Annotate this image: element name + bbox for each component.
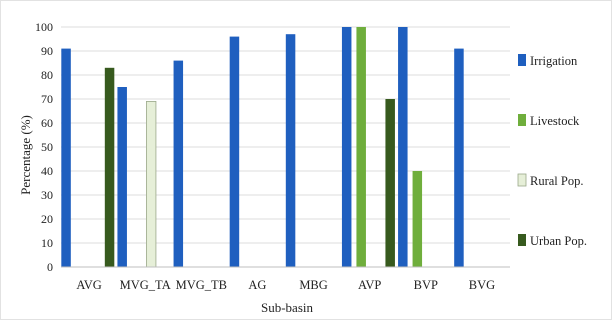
x-tick-label: BVP — [414, 278, 438, 292]
bar-irrigation-ag — [229, 36, 240, 267]
legend-swatch — [517, 173, 527, 187]
y-tick-label: 0 — [47, 260, 53, 274]
bar-irrigation-bvp — [398, 27, 408, 267]
x-axis-title: Sub-basin — [261, 300, 314, 315]
y-tick-label: 50 — [41, 140, 53, 154]
bar-livestock-bvp — [412, 171, 423, 267]
x-tick-label: AVG — [76, 278, 101, 292]
x-tick-label: BVG — [469, 278, 495, 292]
legend-label: Rural Pop. — [530, 174, 583, 188]
bar-urban-pop-avg — [104, 67, 115, 267]
legend-swatch — [518, 54, 526, 66]
bar-irrigation-bvg — [454, 48, 464, 267]
y-tick-label: 70 — [41, 92, 53, 106]
bar-irrigation-mvg_tb — [173, 60, 184, 267]
x-tick-label: AVP — [358, 278, 381, 292]
x-tick-label: MVG_TA — [120, 278, 171, 292]
legend-label: Livestock — [530, 114, 580, 128]
x-tick-label: MBG — [299, 278, 327, 292]
y-tick-label: 30 — [41, 188, 53, 202]
y-tick-label: 90 — [41, 44, 53, 58]
y-tick-label: 20 — [41, 212, 53, 226]
gridlines — [61, 26, 510, 244]
legend: Irrigation Livestock Rural Pop. Urban Pop. — [517, 54, 587, 248]
y-tick-label: 60 — [41, 116, 53, 130]
bar-urban-pop-avp — [385, 99, 395, 267]
x-tick-label: AG — [248, 278, 266, 292]
legend-label: Irrigation — [530, 54, 578, 68]
bars — [61, 27, 464, 268]
y-axis-title: Percentage (%) — [18, 115, 33, 195]
bar-irrigation-mvg_ta — [117, 87, 127, 267]
legend-swatch — [518, 114, 526, 126]
legend-label: Urban Pop. — [530, 234, 587, 248]
legend-swatch — [518, 234, 526, 246]
bar-livestock-avp — [356, 27, 366, 267]
y-tick-labels: 0 10 20 30 40 50 60 70 80 90 100 — [35, 20, 53, 274]
bar-irrigation-mbg — [285, 34, 296, 268]
y-tick-label: 40 — [41, 164, 53, 178]
bar-rural-pop-mvg_ta — [146, 101, 157, 268]
y-tick-label: 10 — [41, 236, 53, 250]
y-tick-label: 80 — [41, 68, 53, 82]
y-tick-label: 100 — [35, 20, 53, 34]
bar-irrigation-avp — [341, 27, 352, 267]
x-tick-labels: AVG MVG_TA MVG_TB AG MBG AVP BVP BVG — [76, 278, 495, 292]
x-tick-label: MVG_TB — [176, 278, 227, 292]
bar-irrigation-avg — [61, 48, 71, 267]
